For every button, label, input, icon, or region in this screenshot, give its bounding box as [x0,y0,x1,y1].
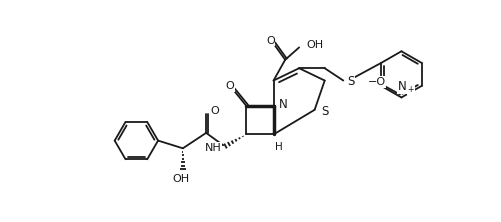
Text: H: H [275,142,282,152]
Text: +: + [407,85,413,94]
Text: OH: OH [306,40,323,50]
Text: −O: −O [367,77,385,87]
Text: O: O [209,106,218,116]
Text: NH: NH [204,143,221,153]
Text: N: N [279,98,287,111]
Text: O: O [225,81,234,91]
Text: S: S [347,75,354,88]
Text: N: N [397,80,406,93]
Text: O: O [266,36,274,46]
Text: OH: OH [172,174,189,184]
Text: S: S [320,105,328,118]
